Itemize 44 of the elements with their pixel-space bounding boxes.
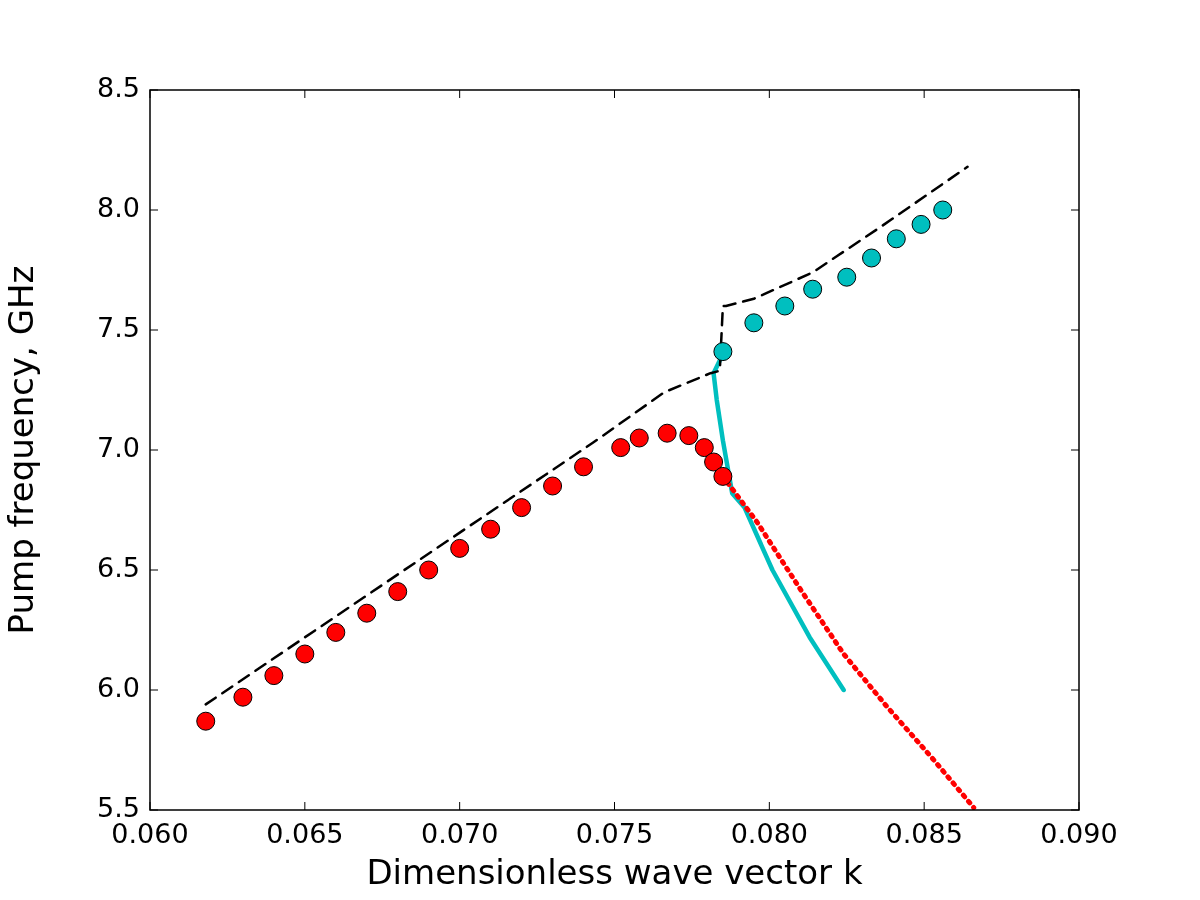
point <box>419 560 439 580</box>
y-tick-label: 6.0 <box>97 672 140 704</box>
point <box>657 423 677 443</box>
point <box>450 538 470 558</box>
point <box>911 214 931 234</box>
point <box>862 248 882 268</box>
line-series <box>204 165 969 706</box>
x-tick-label: 0.090 <box>1040 818 1118 850</box>
point <box>886 229 906 249</box>
point <box>574 457 594 477</box>
point <box>543 476 563 496</box>
point <box>388 582 408 602</box>
point <box>933 200 953 220</box>
x-tick-label: 0.070 <box>421 818 499 850</box>
x-axis-title: Dimensionless wave vector k <box>366 852 863 893</box>
point <box>679 426 699 446</box>
x-tick-label: 0.085 <box>885 818 963 850</box>
y-tick-label: 7.5 <box>97 312 140 344</box>
point <box>357 603 377 623</box>
point <box>713 466 733 486</box>
y-axis-title: Pump frequency, GHz <box>1 265 42 635</box>
point <box>196 711 216 731</box>
x-tick-label: 0.080 <box>730 818 808 850</box>
point <box>326 622 346 642</box>
point <box>629 428 649 448</box>
point <box>295 644 315 664</box>
point <box>744 313 764 333</box>
point <box>704 452 724 472</box>
y-tick-label: 8.0 <box>97 192 140 224</box>
point <box>694 438 714 458</box>
point <box>264 666 284 686</box>
y-tick-label: 6.5 <box>97 552 140 584</box>
point <box>803 279 823 299</box>
point <box>481 519 501 539</box>
point <box>611 438 631 458</box>
point <box>713 342 733 362</box>
x-tick-label: 0.075 <box>575 818 654 850</box>
point <box>233 687 253 707</box>
point <box>775 296 795 316</box>
point <box>512 498 532 518</box>
y-tick-label: 8.5 <box>97 72 140 104</box>
x-tick-label: 0.065 <box>266 818 344 850</box>
y-tick-label: 7.0 <box>97 432 140 464</box>
point <box>837 267 857 287</box>
